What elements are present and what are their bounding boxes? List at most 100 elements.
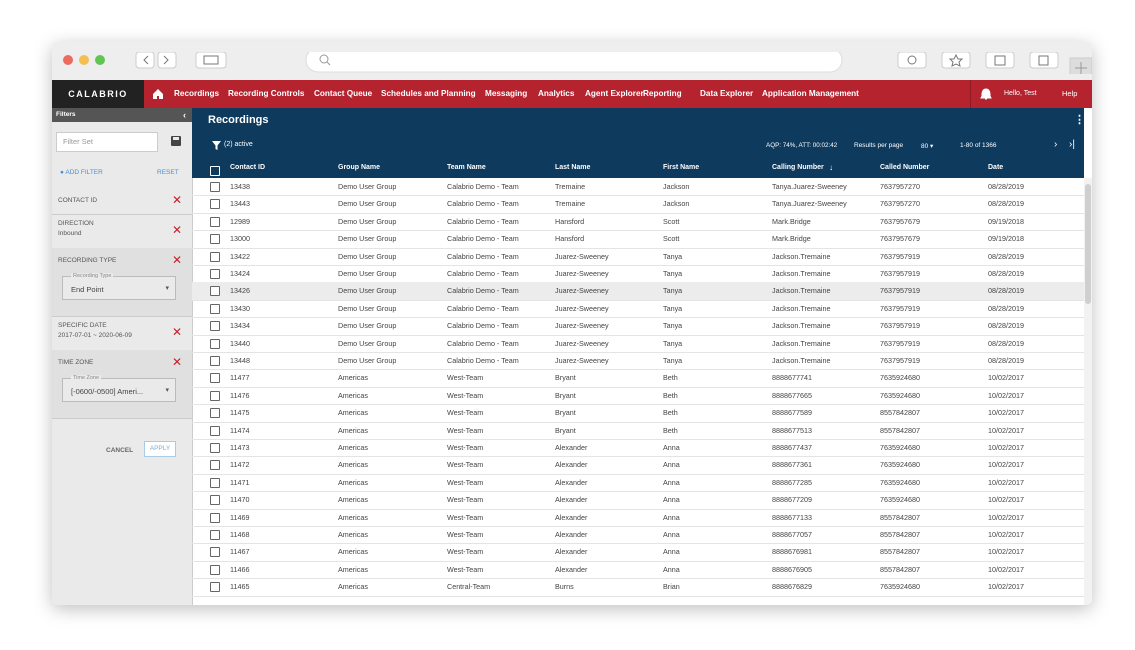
nav-item[interactable]: Recording Controls (228, 89, 305, 98)
row-checkbox[interactable] (210, 530, 220, 540)
row-checkbox[interactable] (210, 495, 220, 506)
row-checkbox[interactable] (210, 303, 220, 314)
bell-icon[interactable] (980, 88, 992, 100)
filter-set-select[interactable]: Filter Set (56, 132, 158, 152)
table-row[interactable]: 13438 Demo User Group Calabrio Demo - Team… (192, 178, 1084, 197)
nav-item[interactable]: Application Management (762, 89, 859, 98)
table-row[interactable]: 11470 Americas West-Team Alexander Anna 88886… (192, 491, 1084, 510)
remove-filter[interactable]: ✕ (171, 223, 182, 237)
remove-filter[interactable]: ✕ (171, 193, 182, 207)
column-header[interactable]: Group Name (338, 164, 381, 171)
table-cell: Tanya (663, 303, 683, 313)
row-checkbox[interactable] (210, 356, 220, 366)
logo[interactable]: CALABRIO (52, 80, 144, 108)
apply-button[interactable]: APPLY (144, 441, 176, 457)
table-cell: 11476 (230, 390, 250, 400)
row-checkbox[interactable] (210, 251, 220, 262)
help-link[interactable]: Help (1062, 89, 1078, 98)
cancel-button[interactable]: CANCEL (106, 447, 134, 454)
row-checkbox[interactable] (210, 477, 220, 488)
active-filters[interactable]: (2) active (224, 141, 253, 148)
scroll-thumb[interactable] (1085, 184, 1091, 304)
row-checkbox[interactable] (210, 321, 220, 332)
row-checkbox[interactable] (210, 182, 220, 192)
row-checkbox[interactable] (210, 425, 220, 436)
table-cell: 13448 (230, 356, 250, 365)
row-checkbox[interactable] (210, 460, 220, 471)
row-checkbox[interactable] (210, 582, 220, 593)
table-row[interactable]: 13443 Demo User Group Calabrio Demo - Team… (192, 195, 1084, 214)
nav-item[interactable]: Data Explorer (700, 89, 754, 98)
more-menu[interactable]: ⋮ (1074, 114, 1085, 126)
row-checkbox[interactable] (210, 408, 220, 419)
filter-field[interactable]: Time Zone [-0600/-0500] Ameri... ▾ (62, 375, 176, 402)
row-checkbox[interactable] (210, 216, 220, 227)
row-checkbox[interactable] (210, 373, 220, 384)
home-icon[interactable] (152, 88, 164, 100)
table-row[interactable]: 13424 Demo User Group Calabrio Demo - Team… (192, 265, 1084, 284)
table-row[interactable]: 11471 Americas West-Team Alexander Anna 88886… (192, 474, 1084, 493)
table-row[interactable]: 11468 Americas West-Team Alexander Anna 88886… (192, 526, 1084, 545)
row-checkbox[interactable] (210, 199, 220, 210)
table-row[interactable]: 13422 Demo User Group Calabrio Demo - Team… (192, 248, 1084, 266)
table-cell: 10/02/2017 (988, 547, 1024, 557)
reset-button[interactable]: RESET (157, 169, 179, 176)
row-checkbox[interactable] (210, 443, 220, 453)
nav-item[interactable]: Agent Explorer (585, 89, 644, 98)
remove-filter[interactable]: ✕ (171, 355, 182, 369)
table-row[interactable]: 11476 Americas West-Team Bryant Beth 88886776… (192, 387, 1084, 406)
per-page-select[interactable]: 80 ▾ (921, 143, 934, 150)
nav-item[interactable]: Contact Queue (314, 89, 373, 98)
row-checkbox[interactable] (210, 390, 220, 401)
remove-filter[interactable]: ✕ (171, 325, 182, 339)
table-row[interactable]: 11475 Americas West-Team Bryant Beth 88886775… (192, 404, 1084, 423)
table-row[interactable]: 13430 Demo User Group Calabrio Demo - Team… (192, 300, 1084, 319)
table-row[interactable]: 11473 Americas West-Team Alexander Anna 88886… (192, 439, 1084, 458)
nav-item[interactable]: Recordings (174, 89, 220, 98)
next-page[interactable]: › (1054, 139, 1058, 150)
table-cell: Alexander (555, 512, 588, 522)
column-header[interactable]: First Name (663, 164, 700, 171)
row-checkbox[interactable] (210, 286, 220, 297)
remove-filter[interactable]: ✕ (171, 253, 182, 267)
row-checkbox[interactable] (210, 269, 220, 279)
add-filter[interactable]: ● ADD FILTER (60, 169, 103, 176)
nav-item[interactable]: Reporting (643, 89, 682, 98)
row-checkbox[interactable] (210, 512, 220, 523)
table-row[interactable]: 11469 Americas West-Team Alexander Anna 88886… (192, 509, 1084, 527)
column-header[interactable]: Contact ID (230, 164, 265, 171)
column-header[interactable]: Date (988, 164, 1004, 171)
table-row[interactable]: 13440 Demo User Group Calabrio Demo - Team… (192, 335, 1084, 353)
column-header[interactable]: Last Name (555, 164, 591, 171)
table-row[interactable]: 11465 Americas Central-Team Burns Brian 88886… (192, 578, 1084, 597)
table-row[interactable]: 11467 Americas West-Team Alexander Anna 88886… (192, 543, 1084, 562)
filter-icon[interactable] (212, 141, 221, 150)
nav-item[interactable]: Schedules and Planning (381, 89, 476, 98)
row-checkbox[interactable] (210, 564, 220, 575)
table-row[interactable]: 11466 Americas West-Team Alexander Anna 88886… (192, 561, 1084, 580)
filter-field[interactable]: Recording Type End Point ▾ (62, 273, 176, 300)
nav-item[interactable]: Analytics (538, 89, 575, 98)
row-checkbox[interactable] (210, 338, 220, 349)
column-header[interactable]: Calling Number (772, 164, 824, 171)
row-checkbox[interactable] (210, 234, 220, 245)
column-header[interactable]: Called Number (880, 164, 930, 171)
select-all-checkbox[interactable] (210, 166, 220, 176)
table-row[interactable]: 11477 Americas West-Team Bryant Beth 88886777… (192, 369, 1084, 388)
table-row[interactable]: 13448 Demo User Group Calabrio Demo - Team… (192, 352, 1084, 371)
table-row[interactable]: 11474 Americas West-Team Bryant Beth 88886775… (192, 422, 1084, 440)
table-row[interactable]: 13434 Demo User Group Calabrio Demo - Team… (192, 317, 1084, 336)
nav-item[interactable]: Messaging (485, 89, 528, 98)
column-header[interactable]: Team Name (447, 164, 486, 171)
user-menu[interactable]: Hello, Test (1004, 90, 1037, 97)
save-icon[interactable] (171, 136, 181, 146)
last-page[interactable]: ›| (1069, 139, 1075, 150)
table-row[interactable]: 13000 Demo User Group Calabrio Demo - Team… (192, 230, 1084, 249)
table-row[interactable]: 12989 Demo User Group Calabrio Demo - Team… (192, 213, 1084, 232)
table-row[interactable]: 13426 Demo User Group Calabrio Demo - Team… (192, 282, 1084, 301)
table-row[interactable]: 11472 Americas West-Team Alexander Anna 88886… (192, 456, 1084, 475)
table-cell: Demo User Group (338, 338, 397, 348)
sort-arrow[interactable]: ↓ (829, 163, 833, 172)
row-checkbox[interactable] (210, 547, 220, 558)
table-cell: Anna (663, 495, 680, 505)
